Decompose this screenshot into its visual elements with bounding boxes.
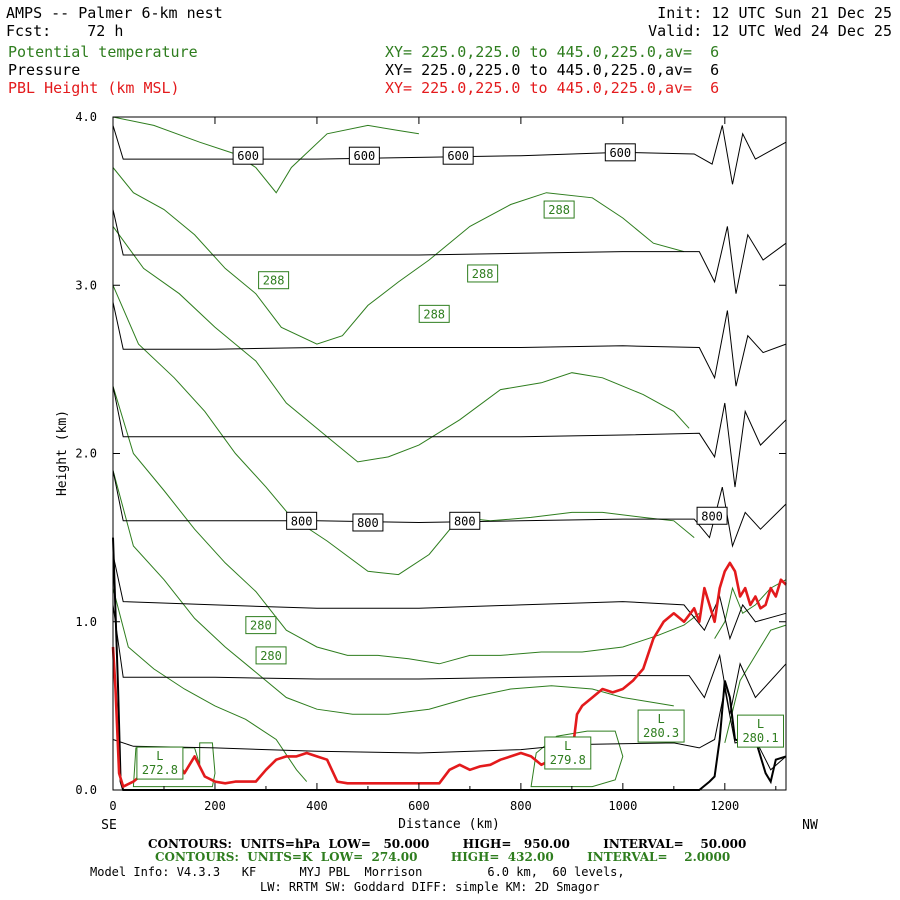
pressure-contour-label: 600 (447, 149, 469, 163)
pressure-contour-700 (112, 301, 787, 387)
theta-contour-label-box (258, 271, 290, 290)
valid-time: Valid: 12 UTC Wed 24 Dec 25 (648, 22, 892, 40)
y-tick-label: 4.0 (75, 110, 97, 124)
pressure-contour-label: 800 (701, 509, 723, 523)
theta-contour-line (112, 386, 700, 665)
pressure-contour-600 (112, 125, 787, 185)
theta-contour-line (112, 116, 419, 194)
pressure-contour-label-box (604, 143, 636, 162)
x-axis-label: Distance (km) (398, 817, 500, 832)
low-marker-box (737, 714, 785, 748)
low-marker-value: 279.8 (550, 753, 586, 767)
low-marker-value: 280.3 (643, 726, 679, 740)
pressure-contour-label: 600 (609, 146, 631, 160)
theta-contour-label: 280 (250, 619, 272, 633)
theta-contour-line (714, 579, 787, 639)
x-tick-label: 0 (109, 799, 116, 813)
x-start-label: SE (101, 818, 117, 833)
title-line-1: AMPS -- Palmer 6-km nest (6, 4, 223, 22)
pressure-contour-label: 800 (357, 516, 379, 530)
pressure-contour-label-box (352, 513, 384, 532)
field-theta-name: Potential temperature (8, 43, 198, 61)
low-marker-letter: L (757, 717, 764, 731)
x-tick-label: 200 (204, 799, 226, 813)
low-marker-value: 280.1 (742, 731, 778, 745)
footer-model-info: Model Info: V4.3.3 KF MYJ PBL Morrison 6… (90, 865, 625, 879)
field-pressure-name: Pressure (8, 61, 81, 79)
x-end-label: NW (802, 818, 818, 833)
title-line-2: Fcst: 72 h (6, 22, 124, 40)
theta-contour-line (112, 587, 308, 782)
init-time: Init: 12 UTC Sun 21 Dec 25 (657, 4, 892, 22)
pressure-contour-800 (112, 470, 787, 548)
pressure-contour-850 (112, 554, 787, 641)
theta-contour-line (724, 624, 787, 744)
plot-frame (112, 116, 787, 791)
theta-contour-line (112, 226, 690, 463)
footer-physics-info: LW: RRTM SW: Goddard DIFF: simple KM: 2D… (260, 880, 600, 894)
theta-contour-line (112, 167, 685, 345)
y-tick-label: 0.0 (75, 783, 97, 797)
pressure-contour-900 (112, 604, 787, 715)
theta-contour-label-box (245, 616, 277, 635)
theta-contour-label: 288 (423, 307, 445, 321)
pressure-contour-750 (112, 386, 787, 488)
theta-contour-label-box (543, 200, 575, 219)
pressure-contour-label-box (696, 506, 728, 525)
low-marker-box (637, 709, 685, 743)
y-tick-label: 3.0 (75, 278, 97, 292)
field-pressure-xy: XY= 225.0,225.0 to 445.0,225.0,av= 6 (385, 61, 720, 79)
low-marker-letter: L (156, 749, 163, 763)
pressure-contour-label: 800 (291, 514, 313, 528)
theta-contour-label-box (255, 646, 287, 665)
theta-contour-label: 288 (548, 203, 570, 217)
theta-contour-label-box (467, 264, 499, 283)
low-marker-box (544, 736, 592, 770)
x-tick-label: 1000 (608, 799, 637, 813)
y-axis-label: Height (km) (55, 410, 70, 496)
low-marker-box (136, 746, 184, 780)
footer-theta-contours: CONTOURS: UNITS=K LOW= 274.00 HIGH= 432.… (155, 850, 731, 864)
x-tick-label: 800 (510, 799, 532, 813)
y-tick-label: 1.0 (75, 615, 97, 629)
footer-pressure-contours: CONTOURS: UNITS=hPa LOW= 50.000 HIGH= 95… (148, 837, 747, 851)
theta-contour-label: 280 (260, 649, 282, 663)
theta-contour-line (112, 470, 674, 715)
pressure-contour-label-box (232, 146, 264, 165)
pressure-contour-label-box (442, 146, 474, 165)
theta-contour-label-box (418, 304, 450, 323)
pressure-contour-label: 600 (237, 149, 259, 163)
pbl-height-line (111, 561, 787, 788)
field-theta-xy: XY= 225.0,225.0 to 445.0,225.0,av= 6 (385, 43, 720, 61)
theta-contour-label: 288 (263, 274, 285, 288)
low-marker-value: 272.8 (142, 763, 178, 777)
x-tick-label: 1200 (710, 799, 739, 813)
x-tick-label: 400 (306, 799, 328, 813)
pressure-contour-label-box (348, 146, 380, 165)
field-pbl-name: PBL Height (km MSL) (8, 79, 180, 97)
x-tick-label: 600 (408, 799, 430, 813)
pressure-contour-650 (112, 209, 787, 294)
y-tick-label: 2.0 (75, 447, 97, 461)
field-pbl-xy: XY= 225.0,225.0 to 445.0,225.0,av= 6 (385, 79, 720, 97)
low-marker-letter: L (657, 712, 664, 726)
theta-contour-line (112, 285, 695, 576)
low-marker-letter: L (564, 739, 571, 753)
pressure-contour-label-box (449, 511, 481, 530)
pressure-contour-label: 800 (454, 514, 476, 528)
pressure-contour-label-box (286, 511, 318, 530)
theta-contour-label: 288 (472, 267, 494, 281)
pressure-contour-label: 600 (354, 149, 376, 163)
